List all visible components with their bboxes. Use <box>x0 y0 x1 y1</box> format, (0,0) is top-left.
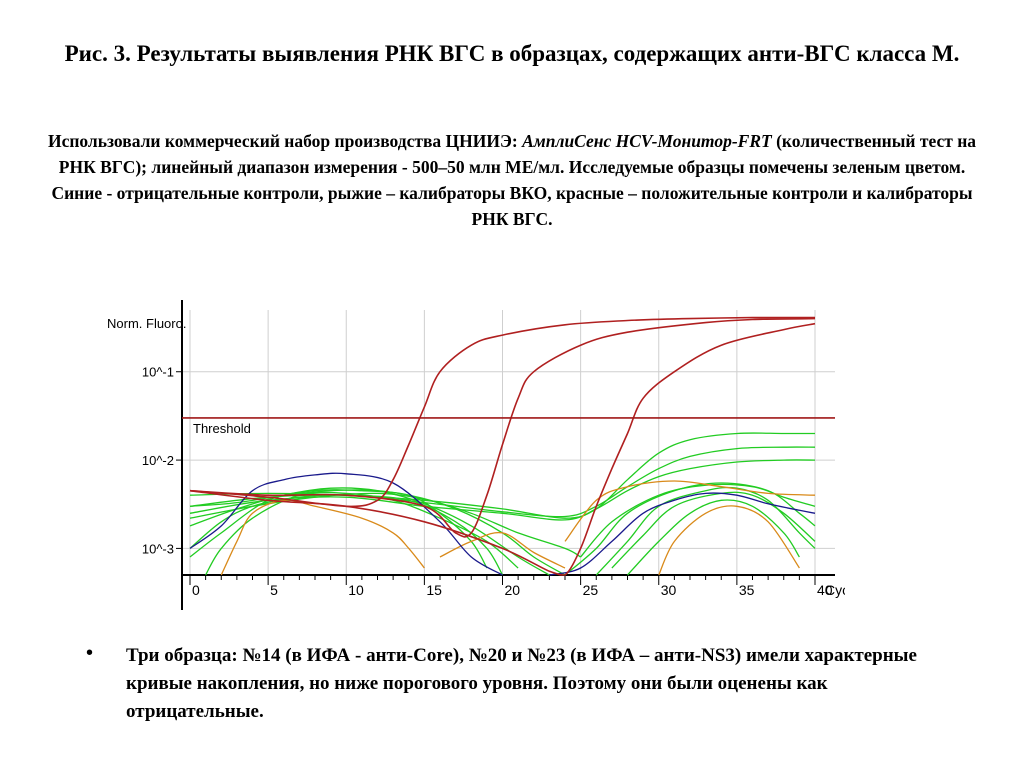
x-tick-label: 10 <box>348 582 364 598</box>
positive-curve <box>189 322 816 576</box>
bullet-text: Три образца: №14 (в ИФА - анти-Core), №2… <box>126 645 917 722</box>
positive-curve <box>189 317 816 538</box>
y-tick-label: 10^-2 <box>142 453 174 468</box>
sample-curve <box>189 459 816 521</box>
vko-calibrator-curve <box>564 480 816 542</box>
labels-layer: Norm. Fluoro. Cycle Threshold <box>107 316 845 598</box>
amplification-chart: 0 5 10 15 20 25 30 35 40 10^-3 10^-2 10^-1 Norm. Fl… <box>105 300 845 615</box>
sample-curve <box>595 486 816 576</box>
axes-layer: 0 5 10 15 20 25 30 35 40 10^-3 10^-2 10^-1 <box>142 300 835 610</box>
x-tick-label: 30 <box>661 582 677 598</box>
negative-control-curve <box>549 492 816 576</box>
description-rest: (количественный тест на РНК ВГС); линейн… <box>51 131 977 229</box>
x-tick-label: 5 <box>270 582 278 598</box>
x-tick-label: 20 <box>505 582 521 598</box>
y-axis-label: Norm. Fluoro. <box>107 316 186 331</box>
threshold-label: Threshold <box>193 421 251 436</box>
sample-curve <box>189 489 566 576</box>
x-tick-label: 40 <box>817 582 833 598</box>
x-tick-label: 35 <box>739 582 755 598</box>
bullet-icon: • <box>86 642 94 664</box>
vko-calibrator-curve <box>658 505 800 576</box>
slide-title: Рис. 3. Результаты выявления РНК ВГС в о… <box>64 41 960 66</box>
sample-curve <box>564 482 816 576</box>
x-tick-label: 15 <box>426 582 442 598</box>
x-axis-label: Cycle <box>825 582 845 598</box>
sample-curve <box>580 483 816 558</box>
y-tick-label: 10^-3 <box>142 541 174 556</box>
sample-curve <box>205 491 519 576</box>
sample-curve <box>627 499 800 576</box>
description-prefix: Использовали коммерческий набор производ… <box>47 131 523 151</box>
description-kit-name: АмплиСенс HCV-Монитор-FRT <box>522 131 772 151</box>
series-layer <box>182 316 835 576</box>
negative-control-curve <box>189 472 503 576</box>
y-tick-label: 10^-1 <box>142 365 174 380</box>
x-tick-label: 0 <box>192 582 200 598</box>
slide-description: Использовали коммерческий набор производ… <box>40 128 984 232</box>
vko-calibrator-curve <box>220 499 425 576</box>
x-tick-label: 25 <box>583 582 599 598</box>
